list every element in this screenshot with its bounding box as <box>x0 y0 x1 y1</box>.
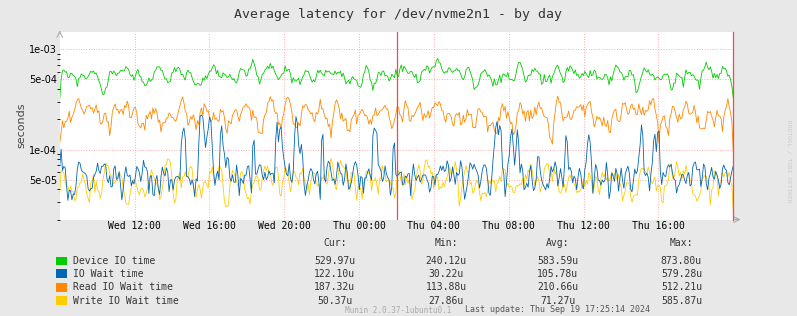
Text: 210.66u: 210.66u <box>537 282 579 292</box>
Text: Cur:: Cur: <box>323 238 347 248</box>
Text: 105.78u: 105.78u <box>537 269 579 279</box>
Text: IO Wait time: IO Wait time <box>73 269 143 279</box>
Text: Read IO Wait time: Read IO Wait time <box>73 282 172 292</box>
Text: 50.37u: 50.37u <box>317 295 352 306</box>
Text: 71.27u: 71.27u <box>540 295 575 306</box>
Text: 240.12u: 240.12u <box>426 256 467 266</box>
Text: 27.86u: 27.86u <box>429 295 464 306</box>
Text: 529.97u: 529.97u <box>314 256 355 266</box>
Text: Munin 2.0.37-1ubuntu0.1: Munin 2.0.37-1ubuntu0.1 <box>345 307 452 315</box>
Text: 873.80u: 873.80u <box>661 256 702 266</box>
Text: Min:: Min: <box>434 238 458 248</box>
Text: RRDTOOL / TOBI OETIKER: RRDTOOL / TOBI OETIKER <box>787 120 791 203</box>
Text: Average latency for /dev/nvme2n1 - by day: Average latency for /dev/nvme2n1 - by da… <box>234 8 563 21</box>
Text: Write IO Wait time: Write IO Wait time <box>73 295 179 306</box>
Text: 30.22u: 30.22u <box>429 269 464 279</box>
Text: Device IO time: Device IO time <box>73 256 155 266</box>
Text: Last update: Thu Sep 19 17:25:14 2024: Last update: Thu Sep 19 17:25:14 2024 <box>465 306 650 314</box>
Text: 187.32u: 187.32u <box>314 282 355 292</box>
Text: 512.21u: 512.21u <box>661 282 702 292</box>
Text: Avg:: Avg: <box>546 238 570 248</box>
Text: 585.87u: 585.87u <box>661 295 702 306</box>
Y-axis label: seconds: seconds <box>16 103 26 148</box>
Text: 579.28u: 579.28u <box>661 269 702 279</box>
Text: Max:: Max: <box>669 238 693 248</box>
Text: 113.88u: 113.88u <box>426 282 467 292</box>
Text: 583.59u: 583.59u <box>537 256 579 266</box>
Text: 122.10u: 122.10u <box>314 269 355 279</box>
